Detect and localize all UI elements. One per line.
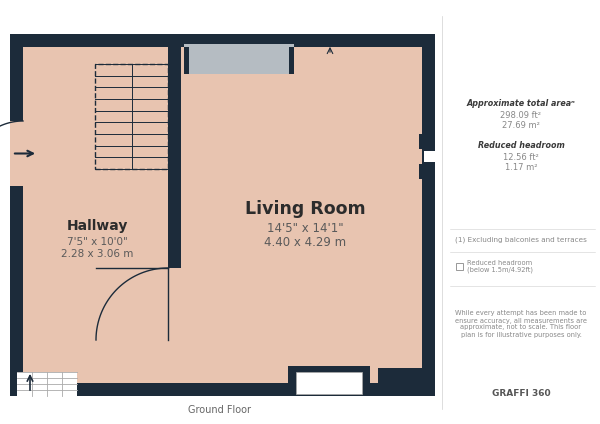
Text: (1) Excluding balconies and terraces: (1) Excluding balconies and terraces [455, 237, 587, 243]
Text: Reduced headroom
(below 1.5m/4.92ft): Reduced headroom (below 1.5m/4.92ft) [467, 260, 533, 273]
Bar [168, 47, 181, 383]
Bar [95, 64, 168, 169]
Text: Hallway: Hallway [67, 219, 128, 233]
Bar [184, 47, 189, 74]
Bar [456, 263, 463, 270]
Text: GRAFFI 360: GRAFFI 360 [491, 390, 550, 399]
Bar [378, 368, 435, 396]
Text: Ground Floor: Ground Floor [188, 405, 251, 415]
Bar [378, 373, 388, 383]
Bar [288, 366, 370, 396]
Bar [10, 34, 435, 396]
Bar [168, 268, 181, 383]
Text: 14'5" x 14'1": 14'5" x 14'1" [266, 221, 343, 234]
Text: 7'5" x 10'0": 7'5" x 10'0" [67, 237, 127, 247]
Bar [296, 372, 362, 394]
Bar [10, 121, 25, 186]
Text: 27.69 m²: 27.69 m² [502, 120, 540, 129]
Text: Approximate total areaⁿ: Approximate total areaⁿ [467, 100, 575, 109]
Text: 1.17 m²: 1.17 m² [505, 162, 537, 171]
Bar [95, 64, 168, 169]
Text: 4.40 x 4.29 m: 4.40 x 4.29 m [264, 235, 346, 248]
Text: 2.28 x 3.06 m: 2.28 x 3.06 m [61, 249, 133, 259]
Bar [23, 47, 422, 383]
Bar [424, 151, 435, 162]
Bar [419, 134, 435, 149]
Text: 298.09 ft²: 298.09 ft² [500, 111, 542, 120]
Bar [184, 44, 294, 74]
Bar [419, 164, 435, 179]
Text: 12.56 ft²: 12.56 ft² [503, 153, 539, 162]
Text: While every attempt has been made to
ensure accuracy, all measurements are
appro: While every attempt has been made to ens… [455, 310, 587, 338]
Bar [17, 372, 77, 396]
Text: Reduced headroom: Reduced headroom [478, 142, 565, 151]
Bar [289, 47, 294, 74]
Text: Living Room: Living Room [245, 200, 365, 218]
